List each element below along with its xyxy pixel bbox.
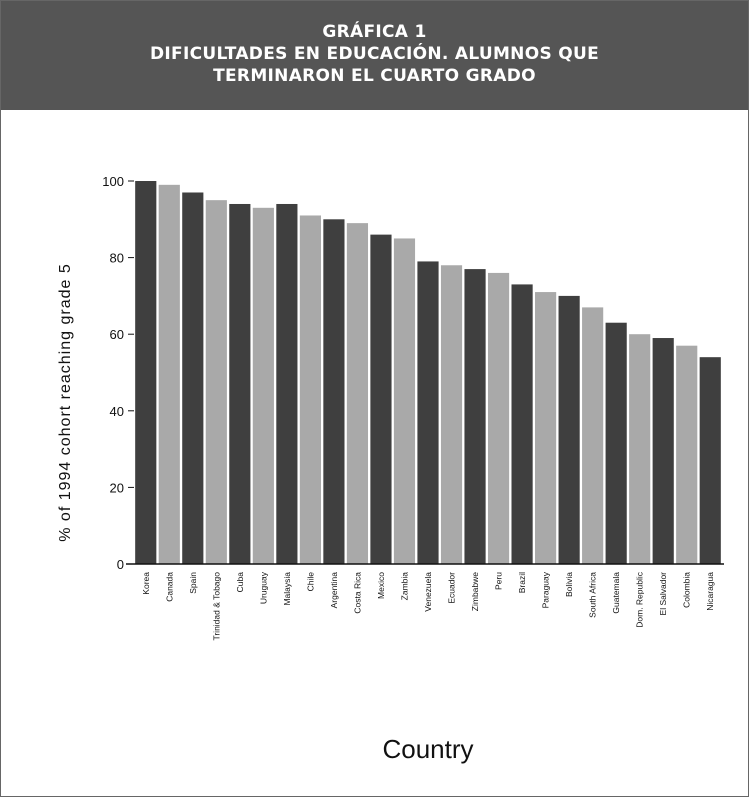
bar	[205, 200, 227, 564]
x-tick-label: Venezuela	[423, 572, 433, 612]
x-tick-label: Canada	[164, 572, 174, 602]
x-tick-label: Mexico	[376, 572, 386, 599]
bar	[676, 345, 698, 564]
x-tick-label: Peru	[494, 572, 504, 590]
y-tick-label: 40	[110, 404, 124, 419]
x-tick-label: Colombia	[682, 572, 692, 608]
x-axis-title: Country	[382, 734, 473, 764]
bar	[629, 334, 651, 564]
x-tick-label: Costa Rica	[352, 572, 362, 614]
bar	[182, 192, 204, 565]
bar	[605, 322, 627, 564]
bar	[323, 219, 345, 565]
bars-group	[135, 181, 721, 565]
bar	[135, 181, 157, 564]
y-axis-ticks: 0 20 40 60 80 100	[102, 174, 134, 572]
bar	[299, 215, 321, 564]
x-tick-label: Paraguay	[541, 571, 551, 608]
x-tick-label: Malaysia	[282, 572, 292, 606]
bar	[276, 203, 298, 565]
x-tick-label: Trinidad & Tobago	[211, 572, 221, 641]
bar	[393, 238, 416, 564]
x-tick-label: Korea	[141, 572, 151, 595]
y-axis-title: % of 1994 cohort reaching grade 5	[57, 263, 74, 542]
y-tick-label: 80	[110, 251, 124, 266]
x-tick-label: South Africa	[588, 572, 598, 618]
x-tick-label: Uruguay	[258, 571, 268, 604]
x-tick-label: Argentina	[329, 572, 339, 609]
bar	[582, 307, 604, 564]
bar	[535, 292, 557, 564]
chart-title-banner: GRÁFICA 1 DIFICULTADES EN EDUCACIÓN. ALU…	[1, 1, 748, 110]
x-tick-label: Chile	[305, 572, 315, 592]
bar	[511, 284, 533, 564]
bar	[252, 207, 274, 564]
bar	[440, 265, 463, 564]
x-tick-label: Zimbabwe	[470, 572, 480, 611]
title-line-2: DIFICULTADES EN EDUCACIÓN. ALUMNOS QUE	[150, 44, 599, 64]
x-tick-label: El Salvador	[658, 572, 668, 616]
y-tick-label: 0	[117, 557, 124, 572]
bar	[229, 203, 251, 565]
x-tick-label: Guatemala	[611, 572, 621, 614]
bar	[487, 272, 510, 564]
bar	[464, 269, 486, 564]
x-tick-label: Cuba	[235, 572, 245, 593]
x-axis-labels: Korea Canada Spain Trinidad & Tobago Cuba Uru…	[141, 571, 715, 640]
y-tick-label: 100	[102, 174, 124, 189]
x-tick-label: Ecuador	[447, 572, 457, 604]
bar	[158, 184, 180, 564]
bar	[558, 295, 580, 564]
x-tick-label: Brazil	[517, 572, 527, 593]
y-tick-label: 60	[110, 327, 124, 342]
x-tick-label: Zambia	[399, 572, 409, 601]
bar	[699, 357, 721, 564]
x-tick-label: Spain	[188, 572, 198, 594]
bar	[417, 261, 439, 564]
bar	[652, 338, 674, 564]
x-tick-label: Bolivia	[564, 572, 574, 597]
title-line-3: TERMINARON EL CUARTO GRADO	[213, 66, 536, 86]
x-tick-label: Nicaragua	[705, 572, 715, 611]
x-tick-label: Dom. Republic	[635, 571, 645, 627]
title-line-1: GRÁFICA 1	[322, 22, 427, 42]
bar	[370, 234, 392, 564]
y-tick-label: 20	[110, 480, 124, 495]
bar	[346, 223, 369, 564]
